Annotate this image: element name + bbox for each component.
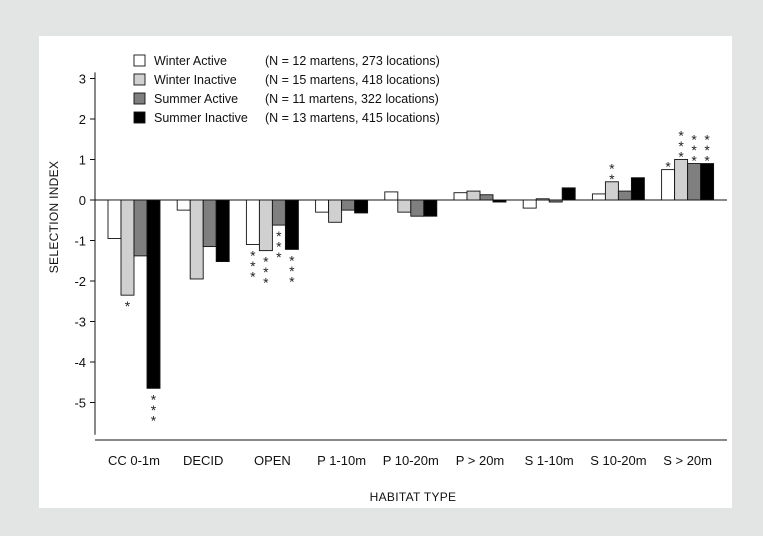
legend-n-label: (N = 13 martens, 415 locations) — [265, 111, 440, 125]
bar — [315, 199, 330, 213]
legend-label: Winter Active — [154, 54, 227, 68]
significance-star: * — [151, 402, 157, 418]
bars — [107, 159, 715, 389]
bar — [341, 199, 356, 211]
legend-swatch — [133, 54, 146, 67]
legend-n-label: (N = 11 martens, 322 locations) — [265, 92, 439, 106]
bar — [492, 199, 507, 203]
x-tick-label: DECID — [183, 453, 223, 468]
significance-star: * — [691, 153, 697, 169]
y-tick-label: -5 — [74, 396, 86, 411]
significance-star: * — [289, 252, 295, 268]
significance-star: * — [704, 153, 710, 169]
bar — [176, 199, 191, 211]
significance-star: * — [704, 132, 710, 148]
bar — [258, 199, 273, 252]
y-tick-label: -1 — [74, 234, 86, 249]
significance-star: * — [151, 412, 157, 428]
significance-star: * — [609, 171, 615, 187]
significance-star: * — [691, 142, 697, 158]
legend-swatch — [133, 92, 146, 105]
significance-star: * — [704, 142, 710, 158]
bar — [674, 159, 689, 201]
bar — [453, 192, 468, 201]
significance-star: * — [250, 248, 256, 264]
significance-star: * — [289, 273, 295, 289]
significance-star: * — [263, 254, 269, 270]
bar — [354, 199, 369, 214]
bar — [384, 191, 399, 201]
significance-stars: ************* ***** ********** — [125, 128, 711, 429]
bar — [700, 163, 715, 201]
y-tick-label: 1 — [79, 153, 86, 168]
significance-star: * — [289, 263, 295, 279]
legend: Winter Active (N = 12 martens, 273 locati… — [133, 54, 440, 125]
bar — [397, 199, 412, 213]
bar — [423, 199, 438, 217]
x-tick-label: S 1-10m — [525, 453, 574, 468]
legend-label: Summer Active — [154, 92, 238, 106]
significance-star: * — [250, 269, 256, 285]
significance-star: * — [276, 228, 282, 244]
bar — [410, 199, 425, 217]
y-tick-label: 3 — [79, 72, 86, 87]
significance-star: * — [691, 132, 697, 148]
y-tick-label: 0 — [79, 193, 86, 208]
x-tick-label: P 1-10m — [317, 453, 366, 468]
significance-star: * — [250, 258, 256, 274]
bar — [120, 199, 135, 296]
bar — [535, 198, 550, 201]
x-tick-label: P > 20m — [456, 453, 505, 468]
significance-star: * — [678, 149, 684, 165]
bar — [215, 199, 230, 263]
legend-swatch — [133, 111, 146, 124]
legend-n-label: (N = 12 martens, 273 locations) — [265, 54, 440, 68]
bar — [522, 199, 537, 209]
y-tick-label: -3 — [74, 315, 86, 330]
significance-star: * — [276, 249, 282, 265]
legend-label: Summer Inactive — [154, 111, 248, 125]
bar — [133, 199, 148, 257]
legend-label: Winter Inactive — [154, 73, 237, 87]
significance-star: * — [678, 138, 684, 154]
bar — [146, 199, 161, 389]
y-tick-label: -4 — [74, 355, 86, 370]
bar — [328, 199, 343, 223]
bar — [561, 187, 576, 201]
significance-star: * — [263, 275, 269, 291]
x-tick-label: CC 0-1m — [108, 453, 160, 468]
axes: 3 2 1 0 -1 -2 -3 -4 -5 CC 0-1m DECID OPEN P 1-10m P 1… — [74, 72, 727, 468]
bar — [466, 190, 481, 201]
bar — [284, 199, 299, 250]
x-tick-label: S > 20m — [663, 453, 712, 468]
x-tick-label: S 10-20m — [590, 453, 646, 468]
bar — [189, 199, 204, 280]
significance-star: * — [609, 160, 615, 176]
significance-star: * — [263, 264, 269, 280]
bar — [245, 199, 260, 245]
bar — [202, 199, 217, 248]
y-tick-label: -2 — [74, 274, 86, 289]
legend-n-label: (N = 15 martens, 418 locations) — [265, 73, 440, 87]
x-axis-title: HABITAT TYPE — [370, 490, 457, 504]
bar — [617, 190, 632, 201]
significance-star: * — [665, 159, 671, 175]
y-tick-label: 2 — [79, 112, 86, 127]
legend-swatch — [133, 73, 146, 86]
bar — [687, 163, 702, 201]
y-axis-title: SELECTION INDEX — [47, 161, 61, 274]
bar — [479, 194, 494, 201]
significance-star: * — [678, 128, 684, 144]
bar — [107, 199, 122, 239]
bar — [630, 177, 645, 201]
x-tick-label: OPEN — [254, 453, 291, 468]
bar — [591, 193, 606, 201]
significance-star: * — [125, 298, 131, 314]
bar — [548, 199, 563, 203]
x-tick-label: P 10-20m — [383, 453, 439, 468]
significance-star: * — [151, 391, 157, 407]
bar — [271, 199, 286, 226]
significance-star: * — [276, 239, 282, 255]
